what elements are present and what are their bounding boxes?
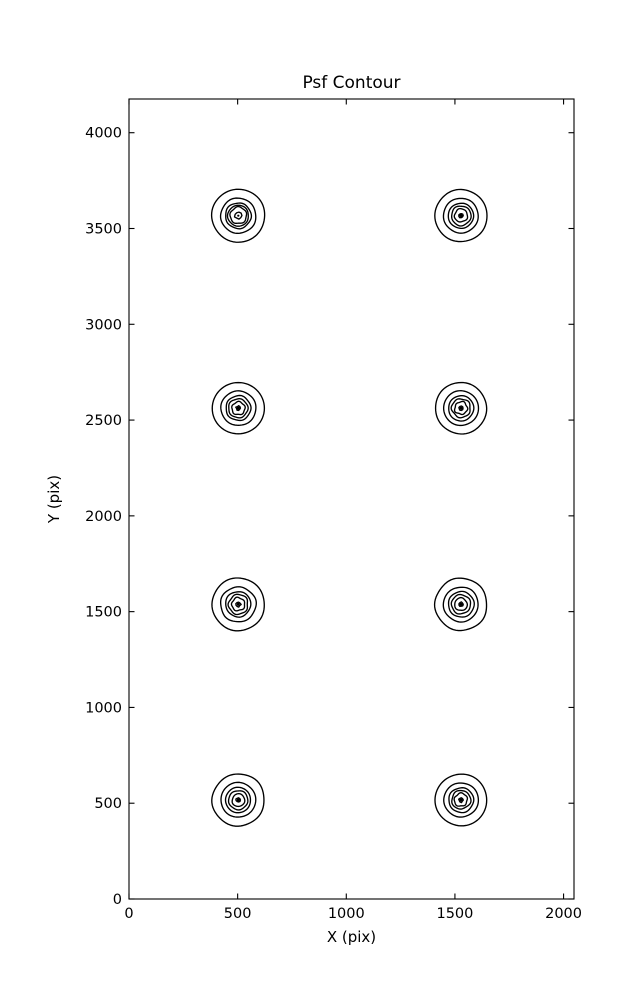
contour-center-dot bbox=[236, 602, 240, 606]
x-axis-label: X (pix) bbox=[327, 928, 376, 946]
contour-ring bbox=[448, 395, 475, 422]
axis-ticks bbox=[128, 99, 574, 900]
y-tick-label: 2000 bbox=[85, 509, 122, 525]
contour-ring bbox=[433, 577, 488, 632]
contour-ring bbox=[225, 591, 252, 618]
contour-ring bbox=[230, 596, 246, 612]
contour-ring bbox=[219, 197, 257, 235]
contour-ring bbox=[225, 202, 253, 230]
contour-ring bbox=[220, 781, 257, 818]
y-tick-label: 1000 bbox=[85, 700, 122, 716]
contour-ring bbox=[220, 390, 257, 426]
contour-ring bbox=[233, 211, 243, 220]
contour-ring bbox=[442, 197, 479, 234]
contour-ring bbox=[451, 789, 472, 810]
contour-cluster bbox=[211, 381, 266, 435]
contour-ring bbox=[450, 205, 472, 227]
contour-ring bbox=[442, 390, 480, 427]
contour-ring bbox=[224, 786, 252, 814]
contour-cluster bbox=[434, 381, 488, 435]
y-tick-label: 3500 bbox=[85, 222, 122, 238]
contour-ring bbox=[453, 207, 469, 223]
x-tick-label: 1000 bbox=[328, 906, 365, 922]
contour-cluster bbox=[433, 577, 488, 632]
contour-ring bbox=[457, 797, 464, 804]
x-tick-label: 0 bbox=[124, 906, 133, 922]
y-tick-label: 2500 bbox=[85, 413, 122, 429]
contour-ring bbox=[434, 188, 488, 243]
contour-ring bbox=[235, 797, 242, 803]
x-tick-label: 500 bbox=[224, 906, 252, 922]
contour-ring bbox=[228, 398, 249, 419]
contour-center-dot bbox=[459, 214, 463, 218]
contour-ring bbox=[227, 593, 249, 616]
contour-ring bbox=[219, 586, 257, 623]
contour-ring bbox=[458, 405, 464, 412]
contour-center-dot bbox=[236, 406, 240, 410]
y-tick-label: 3000 bbox=[85, 317, 122, 333]
y-tick-label: 0 bbox=[113, 892, 122, 908]
contour-ring bbox=[447, 202, 475, 230]
contour-cluster bbox=[211, 773, 265, 827]
contour-clusters bbox=[210, 188, 488, 827]
x-tick-label: 1500 bbox=[436, 906, 473, 922]
contour-ring bbox=[434, 773, 488, 827]
contour-ring bbox=[235, 405, 242, 412]
contour-ring bbox=[231, 793, 246, 808]
y-axis-label: Y (pix) bbox=[45, 475, 63, 524]
plot-title: Psf Contour bbox=[302, 73, 400, 93]
contour-center-dot bbox=[237, 214, 240, 217]
contour-ring bbox=[450, 398, 471, 419]
contour-ring bbox=[450, 593, 472, 615]
contour-ring bbox=[227, 790, 249, 811]
y-tick-label: 500 bbox=[94, 796, 122, 812]
contour-center-dot bbox=[459, 406, 463, 410]
contour-ring bbox=[454, 596, 469, 611]
contour-ring bbox=[442, 586, 479, 623]
contour-cluster bbox=[210, 188, 266, 243]
contour-ring bbox=[211, 773, 265, 827]
contour-ring bbox=[458, 601, 464, 608]
contour-ring bbox=[443, 782, 480, 818]
contour-center-dot bbox=[236, 798, 240, 802]
contour-ring bbox=[211, 577, 265, 632]
contour-ring bbox=[229, 205, 248, 225]
contour-cluster bbox=[211, 577, 265, 632]
y-tick-label: 1500 bbox=[85, 605, 122, 621]
contour-center-dot bbox=[459, 602, 463, 606]
y-tick-label: 4000 bbox=[85, 126, 122, 142]
contour-cluster bbox=[434, 188, 488, 243]
contour-center-dot bbox=[459, 798, 463, 802]
contour-ring bbox=[458, 213, 464, 219]
contour-ring bbox=[453, 792, 469, 807]
contour-ring bbox=[448, 787, 475, 814]
contour-ring bbox=[211, 381, 266, 435]
x-tick-label: 2000 bbox=[545, 906, 582, 922]
contour-ring bbox=[210, 188, 266, 243]
plot-area bbox=[128, 98, 575, 900]
contour-ring bbox=[453, 400, 469, 416]
axis-tick-labels: 0 500 1000 1500 2000 0 500 1000 1500 2000 2500 3000… bbox=[85, 126, 582, 922]
contour-cluster bbox=[434, 773, 488, 827]
contour-ring bbox=[226, 204, 249, 227]
contour-ring bbox=[231, 400, 246, 416]
contour-ring bbox=[434, 381, 488, 435]
contour-ring bbox=[235, 601, 242, 608]
contour-ring bbox=[447, 590, 475, 618]
contour-ring bbox=[225, 394, 252, 422]
